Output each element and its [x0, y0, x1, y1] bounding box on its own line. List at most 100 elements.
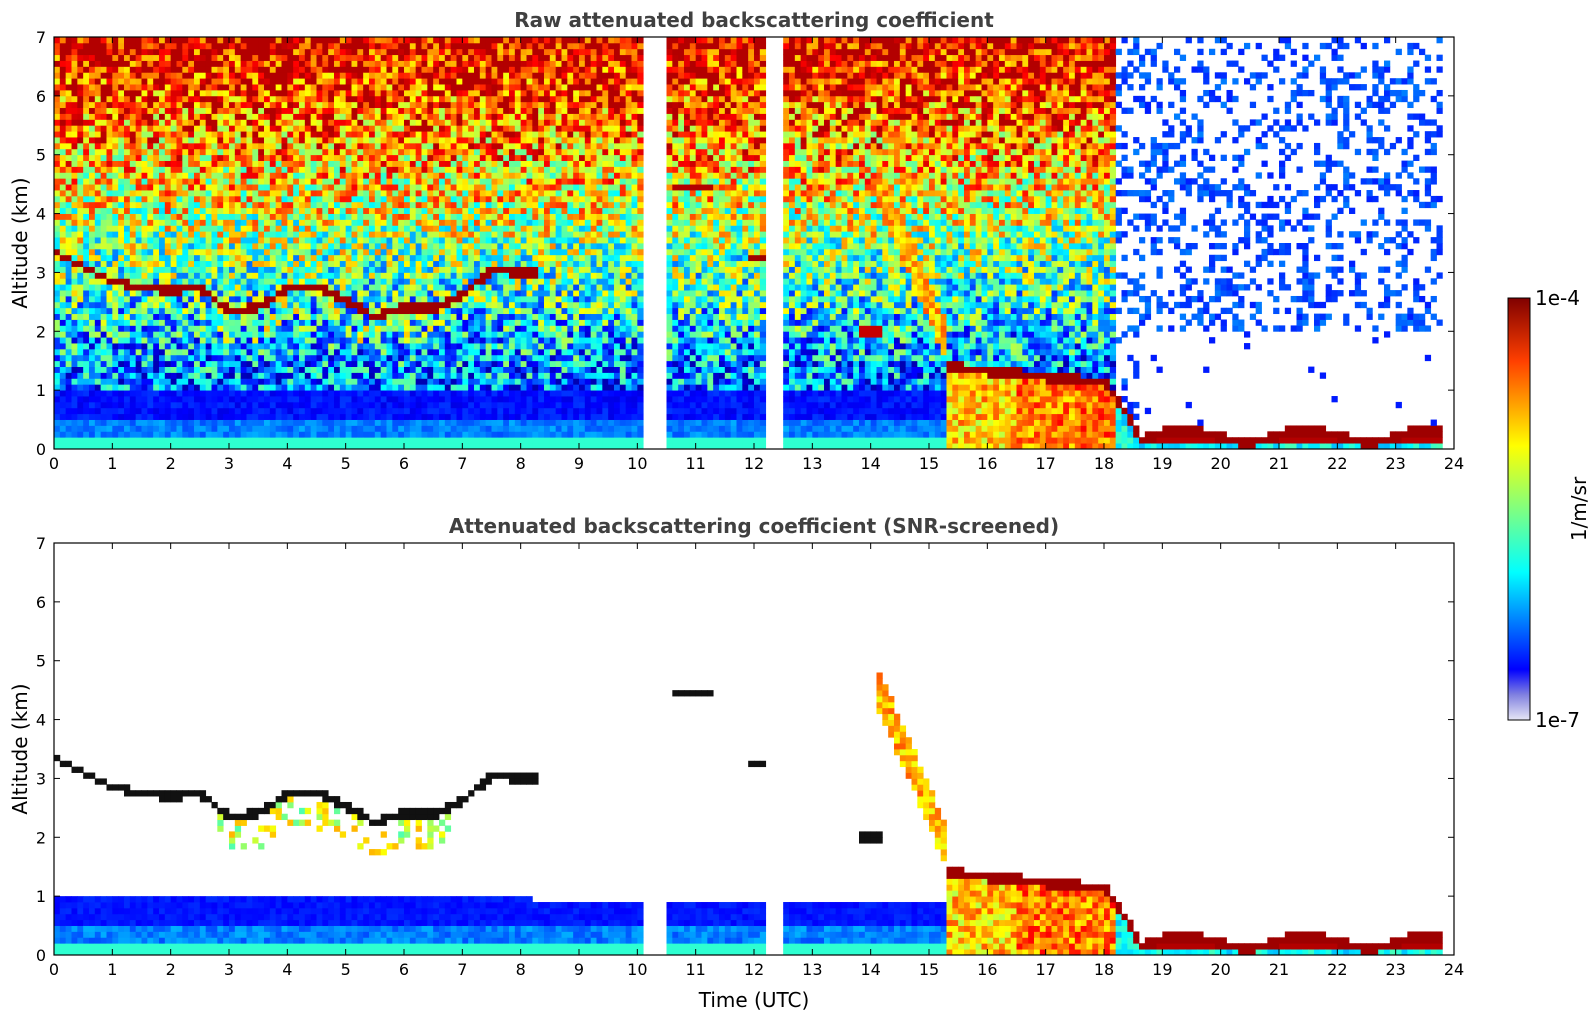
heatmap-cell [328, 213, 335, 220]
heatmap-cell [147, 313, 154, 320]
heatmap-cell [141, 290, 148, 297]
heatmap-cell [334, 154, 341, 161]
heatmap-cell [369, 219, 376, 226]
heatmap-cell [456, 348, 463, 356]
heatmap-cell [281, 431, 288, 438]
heatmap-cell [380, 407, 387, 415]
heatmap-cell [456, 260, 463, 267]
heatmap-cell [293, 84, 300, 91]
heatmap-cell [112, 372, 119, 379]
heatmap-cell [421, 260, 428, 267]
heatmap-cell [450, 131, 457, 138]
heatmap-cell [246, 37, 253, 44]
heatmap-cell [322, 343, 329, 350]
heatmap-cell [129, 354, 137, 362]
heatmap-cell [147, 207, 154, 214]
heatmap-cell [153, 225, 160, 232]
heatmap-cell [106, 219, 113, 226]
heatmap-cell [433, 95, 440, 103]
heatmap-cell [369, 237, 376, 244]
heatmap-cell [246, 437, 253, 444]
heatmap-cell [351, 125, 358, 132]
heatmap-cell [59, 201, 67, 209]
heatmap-cell [164, 37, 172, 44]
heatmap-cell [439, 325, 446, 332]
heatmap-cell [374, 407, 382, 415]
heatmap-cell [199, 42, 207, 50]
heatmap-cell [380, 89, 387, 97]
heatmap-cell [59, 396, 67, 403]
heatmap-cell [304, 95, 312, 103]
heatmap-cell [456, 101, 463, 109]
heatmap-cell [147, 172, 154, 179]
heatmap-cell [182, 207, 189, 214]
heatmap-cell [94, 195, 102, 203]
heatmap-cell [141, 413, 148, 420]
heatmap-cell [106, 366, 113, 373]
heatmap-cell [89, 284, 96, 291]
heatmap-cell [129, 54, 137, 61]
heatmap-cell [439, 107, 446, 114]
heatmap-cell [211, 207, 218, 214]
heatmap-cell [141, 137, 148, 144]
heatmap-cell [404, 148, 411, 156]
heatmap-cell [462, 396, 469, 403]
heatmap-cell [129, 278, 137, 285]
heatmap-cell [194, 89, 201, 97]
heatmap-cell [234, 237, 242, 244]
heatmap-cell [176, 313, 183, 320]
heatmap-cell [444, 272, 452, 279]
heatmap-cell [234, 372, 242, 379]
heatmap-cell [240, 284, 247, 291]
heatmap-cell [316, 366, 323, 373]
heatmap-cell [398, 113, 405, 120]
heatmap-cell [240, 131, 247, 138]
heatmap-cell [135, 348, 142, 356]
heatmap-cell [65, 243, 72, 250]
heatmap-cell [392, 148, 399, 156]
heatmap-cell [141, 243, 148, 250]
heatmap-cell [124, 160, 131, 167]
heatmap-cell [275, 437, 282, 444]
heatmap-cell [188, 337, 195, 344]
heatmap-cell [468, 319, 475, 326]
heatmap-cell [339, 278, 347, 285]
heatmap-cell [433, 42, 440, 50]
heatmap-cell [77, 260, 84, 267]
heatmap-cell [211, 178, 218, 185]
heatmap-cell [59, 278, 67, 285]
heatmap-cell [433, 284, 440, 291]
heatmap-cell [374, 231, 382, 238]
heatmap-cell [310, 195, 317, 203]
heatmap-cell [106, 284, 113, 291]
heatmap-cell [176, 54, 183, 61]
heatmap-cell [124, 284, 131, 291]
heatmap-cell [345, 54, 352, 61]
heatmap-cell [54, 231, 61, 238]
heatmap-cell [363, 231, 370, 238]
heatmap-cell [421, 443, 428, 449]
heatmap-cell [409, 384, 417, 391]
heatmap-cell [194, 66, 201, 73]
heatmap-cell [386, 254, 393, 262]
heatmap-cell [89, 113, 96, 120]
heatmap-cell [310, 390, 317, 397]
heatmap-cell [450, 213, 457, 220]
heatmap-cell [281, 231, 288, 238]
heatmap-cell [281, 78, 288, 85]
heatmap-cell [211, 319, 218, 326]
heatmap-cell [89, 107, 96, 114]
heatmap-cell [281, 437, 288, 444]
heatmap-cell [339, 72, 347, 79]
heatmap-cell [100, 431, 107, 438]
heatmap-cell [118, 407, 125, 415]
heatmap-cell [135, 413, 142, 420]
heatmap-cell [77, 419, 84, 426]
heatmap-cell [293, 95, 300, 103]
heatmap-cell [380, 137, 387, 144]
heatmap-cell [433, 154, 440, 161]
heatmap-cell [409, 225, 417, 232]
heatmap-cell [94, 401, 102, 409]
heatmap-cell [444, 301, 452, 309]
heatmap-cell [299, 207, 306, 214]
